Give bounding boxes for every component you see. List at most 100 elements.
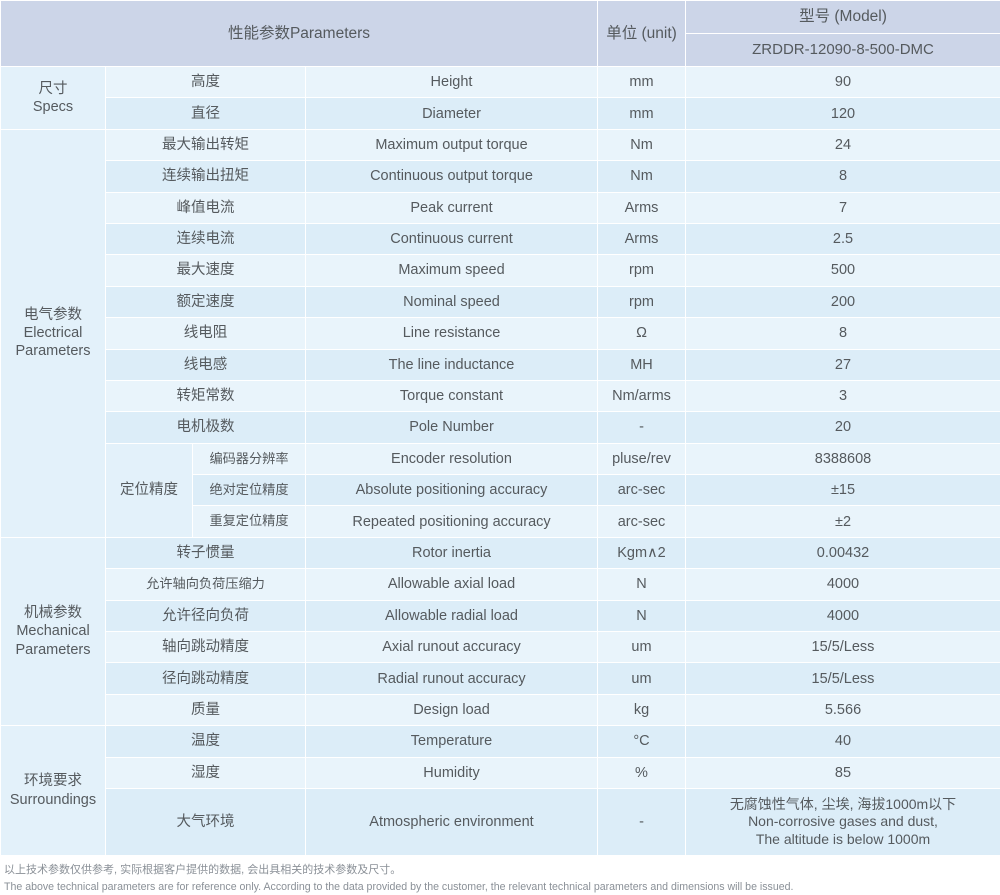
param-label-en: Line resistance bbox=[306, 318, 598, 349]
param-label-cn: 连续电流 bbox=[106, 223, 306, 254]
table-row: 转矩常数 Torque constant Nm/arms 3 bbox=[1, 380, 1000, 411]
param-unit: arc-sec bbox=[598, 506, 686, 537]
param-unit: rpm bbox=[598, 255, 686, 286]
param-label-en: Torque constant bbox=[306, 380, 598, 411]
param-value: 40 bbox=[686, 726, 1000, 757]
group-label-surroundings: 环境要求 Surroundings bbox=[1, 726, 106, 856]
table-row: 轴向跳动精度 Axial runout accuracy um 15/5/Les… bbox=[1, 632, 1000, 663]
param-label-en: Maximum output torque bbox=[306, 129, 598, 160]
group-label-cn: 电气参数 bbox=[7, 306, 99, 324]
footnote-chinese: 以上技术参数仅供参考, 实际根据客户提供的数据, 会出具相关的技术参数及尺寸。 bbox=[4, 862, 996, 879]
param-value: ±15 bbox=[686, 475, 1000, 506]
param-value: 27 bbox=[686, 349, 1000, 380]
param-value: 8 bbox=[686, 318, 1000, 349]
param-value: 0.00432 bbox=[686, 537, 1000, 568]
param-value: 5.566 bbox=[686, 694, 1000, 725]
param-label-cn: 大气环境 bbox=[106, 788, 306, 855]
param-unit: kg bbox=[598, 694, 686, 725]
param-value: 4000 bbox=[686, 600, 1000, 631]
table-row: 环境要求 Surroundings 温度 Temperature °C 40 bbox=[1, 726, 1000, 757]
group-label-en: Mechanical Parameters bbox=[7, 622, 99, 658]
param-label-cn: 线电阻 bbox=[106, 318, 306, 349]
param-value: 200 bbox=[686, 286, 1000, 317]
group-label-en: Specs bbox=[7, 98, 99, 116]
table-row: 尺寸 Specs 高度 Height mm 90 bbox=[1, 67, 1000, 98]
header-model-value: ZRDDR-12090-8-500-DMC bbox=[686, 34, 1000, 67]
param-label-en: Continuous current bbox=[306, 223, 598, 254]
param-label-cn: 线电感 bbox=[106, 349, 306, 380]
param-label-en: Peak current bbox=[306, 192, 598, 223]
param-label-cn: 高度 bbox=[106, 67, 306, 98]
param-value: 500 bbox=[686, 255, 1000, 286]
table-row: 线电感 The line inductance MH 27 bbox=[1, 349, 1000, 380]
param-unit: um bbox=[598, 632, 686, 663]
atmos-value-line-2: Non-corrosive gases and dust, bbox=[692, 813, 994, 831]
param-value: ±2 bbox=[686, 506, 1000, 537]
param-label-cn: 最大输出转矩 bbox=[106, 129, 306, 160]
param-unit: pluse/rev bbox=[598, 443, 686, 474]
table-row: 径向跳动精度 Radial runout accuracy um 15/5/Le… bbox=[1, 663, 1000, 694]
param-unit: Arms bbox=[598, 223, 686, 254]
param-value: 8 bbox=[686, 161, 1000, 192]
param-label-cn: 电机极数 bbox=[106, 412, 306, 443]
param-unit: Nm/arms bbox=[598, 380, 686, 411]
table-row-atmospheric: 大气环境 Atmospheric environment - 无腐蚀性气体, 尘… bbox=[1, 788, 1000, 855]
param-unit: - bbox=[598, 788, 686, 855]
table-row: 允许轴向负荷压缩力 Allowable axial load N 4000 bbox=[1, 569, 1000, 600]
table-row: 湿度 Humidity % 85 bbox=[1, 757, 1000, 788]
group-label-en: Surroundings bbox=[7, 791, 99, 809]
param-unit: N bbox=[598, 569, 686, 600]
param-unit: rpm bbox=[598, 286, 686, 317]
group-label-cn: 机械参数 bbox=[7, 604, 99, 622]
param-unit: °C bbox=[598, 726, 686, 757]
group-label-electrical: 电气参数 Electrical Parameters bbox=[1, 129, 106, 537]
table-row: 线电阻 Line resistance Ω 8 bbox=[1, 318, 1000, 349]
param-label-en: Encoder resolution bbox=[306, 443, 598, 474]
param-value: 2.5 bbox=[686, 223, 1000, 254]
param-label-cn: 直径 bbox=[106, 98, 306, 129]
param-unit: Ω bbox=[598, 318, 686, 349]
param-label-cn: 重复定位精度 bbox=[193, 506, 306, 537]
param-value: 3 bbox=[686, 380, 1000, 411]
param-label-cn: 湿度 bbox=[106, 757, 306, 788]
table-row: 质量 Design load kg 5.566 bbox=[1, 694, 1000, 725]
table-row: 峰值电流 Peak current Arms 7 bbox=[1, 192, 1000, 223]
param-label-cn: 连续输出扭矩 bbox=[106, 161, 306, 192]
param-label-cn: 转子惯量 bbox=[106, 537, 306, 568]
param-value: 15/5/Less bbox=[686, 632, 1000, 663]
param-unit: mm bbox=[598, 67, 686, 98]
footnote-english: The above technical parameters are for r… bbox=[4, 879, 996, 895]
param-label-en: Humidity bbox=[306, 757, 598, 788]
param-unit: arc-sec bbox=[598, 475, 686, 506]
subgroup-label-positioning-accuracy: 定位精度 bbox=[106, 443, 193, 537]
param-value: 90 bbox=[686, 67, 1000, 98]
param-label-cn: 允许径向负荷 bbox=[106, 600, 306, 631]
footnote: 以上技术参数仅供参考, 实际根据客户提供的数据, 会出具相关的技术参数及尺寸。 … bbox=[0, 856, 1000, 895]
table-row: 连续输出扭矩 Continuous output torque Nm 8 bbox=[1, 161, 1000, 192]
param-label-en: Atmospheric environment bbox=[306, 788, 598, 855]
param-value: 15/5/Less bbox=[686, 663, 1000, 694]
param-label-cn: 峰值电流 bbox=[106, 192, 306, 223]
param-value: 8388608 bbox=[686, 443, 1000, 474]
table-body: 尺寸 Specs 高度 Height mm 90 直径 Diameter mm … bbox=[1, 67, 1000, 856]
param-unit: - bbox=[598, 412, 686, 443]
param-unit: mm bbox=[598, 98, 686, 129]
param-label-en: Allowable axial load bbox=[306, 569, 598, 600]
group-label-mechanical: 机械参数 Mechanical Parameters bbox=[1, 537, 106, 725]
table-row: 机械参数 Mechanical Parameters 转子惯量 Rotor in… bbox=[1, 537, 1000, 568]
param-label-cn: 质量 bbox=[106, 694, 306, 725]
param-label-cn: 最大速度 bbox=[106, 255, 306, 286]
table-row: 直径 Diameter mm 120 bbox=[1, 98, 1000, 129]
table-row: 额定速度 Nominal speed rpm 200 bbox=[1, 286, 1000, 317]
group-label-en: Electrical Parameters bbox=[7, 324, 99, 360]
table-row: 定位精度 编码器分辨率 Encoder resolution pluse/rev… bbox=[1, 443, 1000, 474]
param-label-en: Temperature bbox=[306, 726, 598, 757]
table-row: 电机极数 Pole Number - 20 bbox=[1, 412, 1000, 443]
table-row: 最大速度 Maximum speed rpm 500 bbox=[1, 255, 1000, 286]
param-unit: N bbox=[598, 600, 686, 631]
param-label-en: Rotor inertia bbox=[306, 537, 598, 568]
group-label-cn: 尺寸 bbox=[7, 80, 99, 98]
param-label-en: Height bbox=[306, 67, 598, 98]
group-label-specs: 尺寸 Specs bbox=[1, 67, 106, 130]
group-label-cn: 环境要求 bbox=[7, 772, 99, 790]
